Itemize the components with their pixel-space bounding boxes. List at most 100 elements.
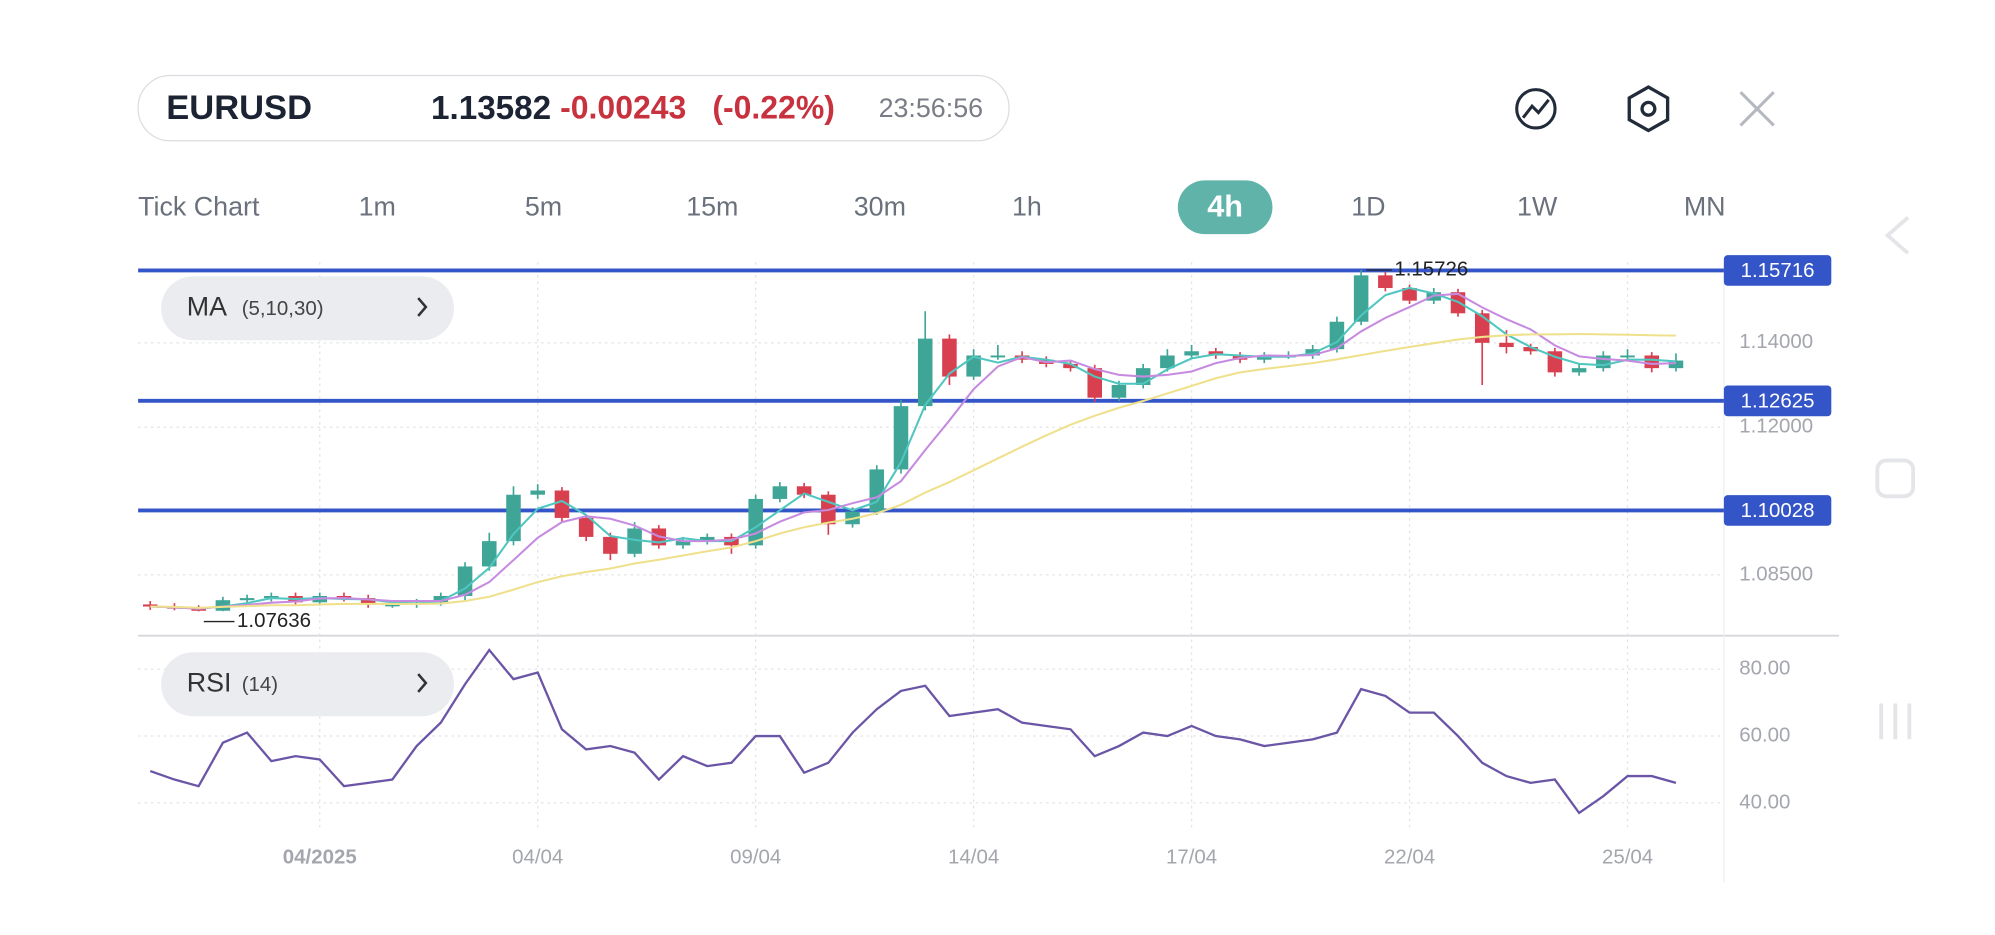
change: -0.00243 [560, 90, 686, 126]
candle-body [990, 355, 1006, 358]
candle-body [1353, 275, 1369, 322]
timeframe[interactable]: 1h [1012, 192, 1042, 222]
candle-body [264, 595, 279, 599]
candle-body [748, 498, 763, 546]
candle-body [1571, 368, 1587, 373]
rsi-params: (14) [242, 673, 278, 696]
level-tag [1723, 255, 1832, 286]
candle-body [482, 541, 497, 567]
ma-line [150, 292, 1676, 610]
symbol: EURUSD [166, 89, 312, 127]
level-tag [1723, 495, 1832, 526]
x-tick-label: 04/04 [512, 846, 563, 869]
timeframe[interactable]: Tick Chart [138, 192, 260, 222]
candle-body [1160, 355, 1175, 369]
price: 1.13582 [431, 90, 551, 127]
max-label: 1.15726 [1394, 257, 1468, 280]
chevron [417, 297, 428, 317]
candle-body [1668, 360, 1684, 369]
timeframe[interactable]: MN [1684, 192, 1726, 222]
candle-body [554, 490, 570, 518]
candle-body [1402, 287, 1417, 301]
candle-body [869, 469, 885, 512]
timeframe[interactable]: 4h [1207, 189, 1243, 224]
timeframe[interactable]: 1W [1517, 192, 1558, 222]
candle-body [433, 595, 449, 603]
ma-name: MA [187, 291, 227, 321]
candle-body [1499, 342, 1514, 348]
candle-body [1547, 351, 1563, 373]
plot: 1.14000 1.12000 1.08500 80.00 60.00 40.00 04/2… [138, 255, 1832, 869]
level-tag [1723, 385, 1832, 417]
rsi-pill[interactable]: RSI (14) [161, 652, 454, 717]
level-label: 1.12625 [1741, 390, 1815, 413]
min-label: 1.07636 [237, 609, 311, 632]
settings-icon[interactable] [1627, 85, 1670, 133]
rsi-pill-bg [161, 652, 454, 717]
candle-body [1474, 313, 1490, 343]
timeframe[interactable]: 30m [854, 192, 906, 222]
rsi-tick-label: 40.00 [1739, 790, 1790, 813]
candle-body [917, 338, 933, 407]
candle-body [215, 600, 231, 611]
candle-body [942, 338, 957, 377]
candle-body [530, 490, 545, 495]
x-tick-label: 14/04 [948, 846, 999, 869]
candle-body [578, 517, 594, 537]
timeframe[interactable]: 1m [359, 192, 396, 222]
candle-body [1378, 275, 1393, 288]
candle-body [336, 595, 352, 599]
ma-line [150, 286, 1676, 610]
candle-body [627, 528, 642, 554]
candle-body [1329, 321, 1345, 350]
candle-body [1111, 385, 1127, 398]
x-tick-label: 25/04 [1602, 846, 1653, 869]
candle-body [1063, 363, 1078, 369]
candle-body [966, 355, 981, 377]
time: 23:56:56 [879, 93, 984, 123]
candle-body [385, 604, 400, 607]
candle-body [675, 541, 691, 546]
candle-body [772, 486, 788, 499]
timeframe[interactable]: 5m [525, 192, 562, 222]
rsi-name: RSI [187, 667, 232, 697]
candle-body [603, 536, 618, 554]
active-timeframe-pill [1177, 180, 1273, 235]
ma-pill-bg [161, 276, 454, 341]
x-tick-label: 22/04 [1384, 846, 1435, 869]
y-tick-label: 1.14000 [1739, 330, 1813, 353]
indicator-icon[interactable] [1515, 88, 1557, 130]
candle-body [360, 598, 376, 605]
rsi-tick-label: 80.00 [1739, 657, 1790, 680]
change-pct: (-0.22%) [712, 90, 835, 126]
candle-body [1523, 347, 1538, 352]
rsi-line [149, 648, 1677, 815]
candle-body [1184, 351, 1199, 356]
quote-bar [137, 74, 1010, 142]
y-tick-label: 1.08500 [1739, 562, 1813, 585]
x-tick-label: 17/04 [1166, 846, 1217, 869]
rsi-tick-label: 60.00 [1739, 723, 1790, 746]
timeframe[interactable]: 1D [1351, 192, 1385, 222]
candle-body [796, 486, 812, 495]
timeframe[interactable]: 15m [686, 192, 738, 222]
candle-body [1620, 355, 1635, 358]
ma-line [150, 332, 1676, 609]
x-tick-label: 04/2025 [283, 846, 357, 869]
ma-pill[interactable]: MA (5,10,30) [161, 276, 454, 341]
level-label: 1.15716 [1741, 259, 1815, 282]
candle-body [1087, 368, 1102, 398]
candle-body [142, 604, 158, 607]
side-controls [1875, 216, 1916, 740]
ma-params: (5,10,30) [242, 297, 324, 320]
close-icon[interactable] [1739, 91, 1775, 127]
x-tick-label: 09/04 [730, 846, 781, 869]
candle-body [1644, 355, 1660, 369]
level-label: 1.10028 [1741, 499, 1815, 522]
candle-body [699, 536, 715, 542]
y-tick-label: 1.12000 [1739, 415, 1813, 438]
candle-body [239, 598, 255, 601]
candle-body [457, 566, 473, 596]
